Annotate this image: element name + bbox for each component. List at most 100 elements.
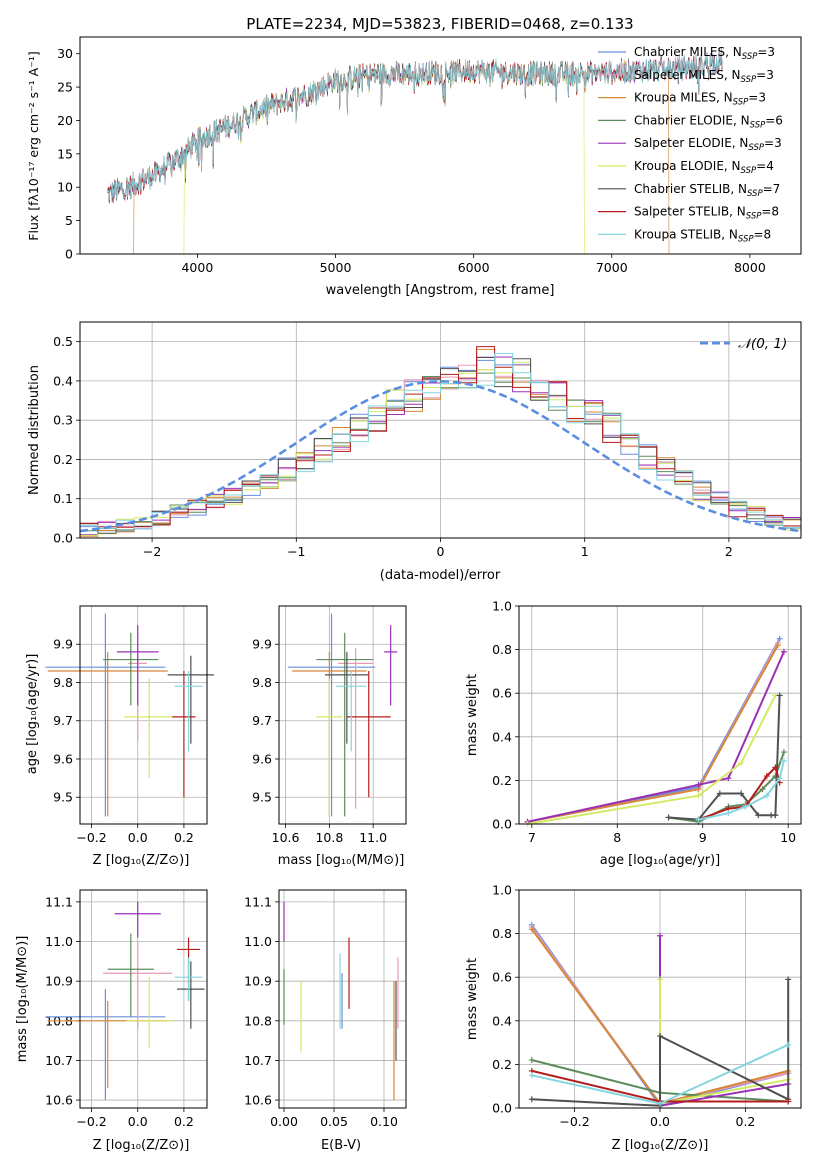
y-tick-label: 0.6 — [492, 970, 512, 985]
y-tick-label: 10.6 — [45, 1093, 73, 1108]
spectrum-title: PLATE=2234, MJD=53823, FIBERID=0468, z=0… — [246, 15, 633, 33]
legend-label-name: Salpeter MILES, N — [634, 68, 741, 82]
x-tick-label: 8 — [613, 830, 621, 845]
y-tick-label: 0.8 — [492, 642, 512, 657]
zmass-xlabel: Z [log₁₀(Z/Z⊙)] — [93, 1138, 190, 1153]
x-tick-label: −0.2 — [76, 830, 106, 845]
spectrum-panel: PLATE=2234, MJD=53823, FIBERID=0468, z=0… — [26, 15, 802, 298]
legend-label-count: =8 — [761, 205, 779, 219]
zw-xlabel: Z [log₁₀(Z/Z⊙)] — [612, 1138, 709, 1153]
weight-point-marker — [725, 810, 732, 817]
legend-label-name: Chabrier STELIB, N — [634, 182, 747, 196]
legend-label-count: =3 — [756, 68, 774, 82]
legend-label-subscript: SSP — [748, 143, 764, 153]
legend-label: Kroupa ELODIE, NSSP=4 — [634, 159, 774, 176]
spectrum-frame — [79, 36, 802, 255]
weight-series-line — [527, 694, 777, 825]
legend-label: Chabrier ELODIE, NSSP=6 — [634, 113, 783, 130]
x-tick-label: 5000 — [320, 260, 352, 275]
y-tick-label: 9.6 — [53, 751, 73, 766]
legend-label: Salpeter ELODIE, NSSP=3 — [634, 136, 782, 153]
legend-label-count: =3 — [764, 136, 782, 150]
weight-point-marker — [780, 757, 787, 764]
weight-point-marker — [742, 803, 749, 810]
y-tick-label: 10.7 — [45, 1053, 73, 1068]
weight-point-marker — [528, 1072, 535, 1079]
weight-point-marker — [785, 1098, 792, 1105]
weight-point-marker — [763, 792, 770, 799]
weight-point-marker — [528, 926, 535, 933]
y-tick-label: 0.5 — [53, 334, 73, 349]
legend-label-name: Salpeter ELODIE, N — [634, 136, 748, 150]
weight-series-line — [698, 766, 781, 821]
weight-point-marker — [738, 790, 745, 797]
residual-legend: 𝒩(0, 1) — [700, 336, 787, 352]
y-tick-label: 5 — [65, 213, 73, 228]
y-tick-label: 11.1 — [244, 894, 272, 909]
legend-label-count: =3 — [757, 45, 775, 59]
y-tick-label: 0.2 — [492, 1057, 512, 1072]
z-age-panel: −0.2 0.0 0.2 9.5 9.6 9.7 9.8 9.9 — [45, 605, 214, 845]
weight-point-marker — [657, 976, 663, 983]
weight-point-marker — [785, 1041, 792, 1048]
axes-frame — [518, 605, 802, 825]
weight-point-marker — [657, 1033, 663, 1040]
mage-xlabel: mass [log₁₀(M/M⊙)] — [278, 853, 405, 868]
y-tick-label: 11.1 — [45, 894, 73, 909]
ebv-xlabel: E(B-V) — [321, 1138, 361, 1153]
y-tick-label: 0.2 — [53, 452, 73, 467]
weight-point-marker — [774, 642, 781, 649]
y-tick-label: 9.5 — [53, 790, 73, 805]
y-tick-label: 0.3 — [53, 413, 73, 428]
weight-point-marker — [776, 775, 783, 782]
weight-point-marker — [657, 932, 663, 939]
weight-series-line — [698, 760, 785, 821]
x-tick-label: 0.10 — [370, 1114, 398, 1129]
x-tick-label: −0.2 — [76, 1114, 106, 1129]
x-tick-label: 9 — [699, 830, 707, 845]
y-tick-label: 9.8 — [252, 675, 272, 690]
x-tick-label: 0.2 — [174, 1114, 194, 1129]
legend-label: Chabrier MILES, NSSP=3 — [634, 45, 775, 62]
legend-label-subscript: SSP — [742, 52, 758, 62]
x-tick-label: 8000 — [734, 260, 766, 275]
x-tick-label: 2 — [725, 544, 733, 559]
normal-legend-label: 𝒩(0, 1) — [738, 336, 787, 352]
legend-label-name: Kroupa STELIB, N — [634, 227, 738, 241]
legend-label-subscript: SSP — [747, 189, 763, 199]
legend-label-name: Chabrier MILES, N — [634, 45, 742, 59]
zmass-ylabel: mass [log₁₀(M/M⊙)] — [15, 936, 30, 1063]
x-tick-label: 1 — [581, 544, 589, 559]
legend-label-subscript: SSP — [750, 120, 766, 130]
x-tick-label: 7 — [528, 830, 536, 845]
x-tick-label: 0.2 — [736, 1114, 756, 1129]
y-tick-label: 1.0 — [492, 599, 512, 614]
weight-point-marker — [738, 759, 745, 766]
weight-point-marker — [785, 976, 792, 983]
weight-point-marker — [695, 792, 702, 799]
weight-series-line — [527, 651, 785, 823]
legend-label-count: =6 — [765, 113, 783, 127]
y-tick-label: 1.0 — [492, 883, 512, 898]
y-tick-label: 15 — [57, 146, 73, 161]
weight-point-marker — [657, 1100, 663, 1107]
y-tick-label: 9.8 — [53, 675, 73, 690]
weight-point-marker — [528, 1096, 535, 1103]
x-tick-label: 11.0 — [359, 830, 387, 845]
spectrum-ylabel: Flux [fλ10⁻¹⁷ erg cm⁻² s⁻¹ A⁻¹] — [26, 51, 41, 240]
legend-label-count: =4 — [756, 159, 774, 173]
weight-point-marker — [763, 773, 770, 780]
axes-frame — [278, 889, 407, 1109]
legend-label-count: =8 — [754, 227, 772, 241]
weight-point-marker — [772, 812, 779, 819]
weight-point-marker — [759, 786, 766, 793]
y-tick-label: 0.4 — [492, 1013, 512, 1028]
y-tick-label: 9.9 — [53, 637, 73, 652]
weight-point-marker — [780, 648, 787, 655]
x-tick-label: 0.0 — [650, 1114, 670, 1129]
legend-label-subscript: SSP — [741, 75, 757, 85]
spectrum-series-line — [107, 47, 723, 201]
x-tick-label: 0.00 — [270, 1114, 298, 1129]
axes-frame — [79, 605, 208, 825]
y-tick-label: 0.2 — [492, 773, 512, 788]
